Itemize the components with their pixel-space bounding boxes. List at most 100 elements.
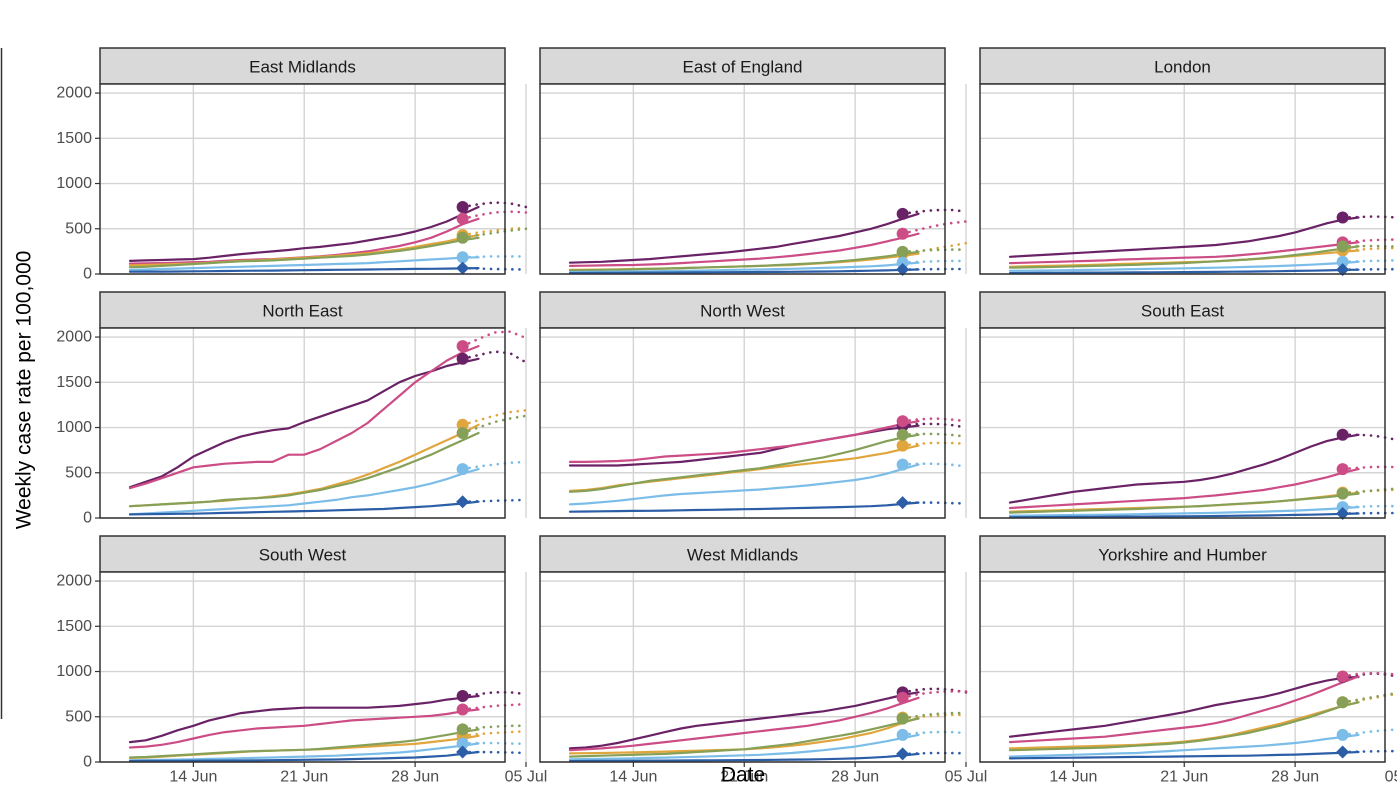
series-line-observed xyxy=(568,250,920,272)
series-line-observed xyxy=(128,236,480,269)
panel-frame xyxy=(539,83,946,275)
y-tick-label: 1500 xyxy=(56,374,92,391)
y-tick-label: 1500 xyxy=(56,618,92,635)
series-line-observed xyxy=(568,501,920,513)
panel-frame xyxy=(539,327,946,519)
facet-strip xyxy=(99,291,506,329)
series-marker-circle xyxy=(456,463,469,476)
series-marker-circle xyxy=(896,256,909,269)
series-line-observed xyxy=(128,750,480,763)
series-line-observed xyxy=(1008,750,1360,760)
series-marker-circle xyxy=(896,458,909,471)
y-tick-label: 2000 xyxy=(56,573,92,590)
series-marker-circle xyxy=(1336,211,1349,224)
series-marker-circle xyxy=(1336,696,1349,709)
series-marker-diamond xyxy=(896,262,910,276)
series-marker-circle xyxy=(896,415,909,428)
series-line-observed xyxy=(568,232,920,267)
series-marker-circle xyxy=(1336,487,1349,500)
x-tick-label: 14 Jun xyxy=(609,768,657,785)
facet-south-west: South West 0 500 1000 1500 2000 14 Jun 21 Jun 28… xyxy=(56,535,548,785)
panel-frame xyxy=(99,327,506,519)
series-line-observed xyxy=(1008,675,1360,744)
series-marker-circle xyxy=(896,712,909,725)
facet-london: London xyxy=(979,47,1397,277)
panel-frame xyxy=(539,571,946,763)
x-tick-label: 28 Jun xyxy=(391,768,439,785)
series-line-observed xyxy=(1008,506,1360,517)
y-tick-label: 1000 xyxy=(56,419,92,436)
facet-east-midlands: East Midlands 0 500 1000 1500 2000 xyxy=(56,47,528,283)
facet-strip-label: North East xyxy=(262,302,343,321)
facet-north-west: North West xyxy=(539,291,968,519)
series-marker-circle xyxy=(1336,728,1349,741)
series-marker-circle xyxy=(1336,240,1349,253)
series-line-observed xyxy=(1008,701,1360,752)
series-line-observed xyxy=(1008,245,1360,269)
series-line-observed xyxy=(568,696,920,752)
series-line-observed xyxy=(568,212,920,264)
series-marker-circle xyxy=(456,212,469,225)
y-tick-label: 500 xyxy=(65,464,92,481)
panel-background xyxy=(100,572,505,762)
facet-strip xyxy=(979,535,1386,573)
series-line-observed xyxy=(128,256,480,271)
series-marker-diamond xyxy=(456,495,470,509)
series-marker-circle xyxy=(456,689,469,702)
facet-west-midlands: West Midlands 14 Jun 21 Jun 28 Jun 05 Jul xyxy=(539,535,987,785)
x-tick-label: 28 Jun xyxy=(1271,768,1319,785)
y-tick-label: 2000 xyxy=(56,329,92,346)
y-tick-label: 0 xyxy=(83,510,92,527)
series-line-observed xyxy=(128,694,480,744)
x-tick-label: 21 Jun xyxy=(1160,768,1208,785)
facet-strip-label: London xyxy=(1154,58,1211,77)
series-line-observed xyxy=(568,691,920,750)
panel-frame xyxy=(979,327,1386,519)
series-line-projected xyxy=(1341,267,1397,272)
series-marker-diamond xyxy=(1336,263,1350,277)
facet-strip-label: South East xyxy=(1141,302,1224,321)
series-marker-circle xyxy=(456,352,469,365)
panel-frame xyxy=(979,571,1386,763)
x-axis-title: Date xyxy=(721,764,765,786)
facet-strip-label: West Midlands xyxy=(687,546,798,565)
x-tick-label: 14 Jun xyxy=(169,768,217,785)
facet-strip xyxy=(539,291,946,329)
panel-background xyxy=(980,572,1385,762)
facet-yorkshire-and-humber: Yorkshire and Humber 14 Jun 21 Jun 28 Jun 05… xyxy=(979,535,1397,785)
series-line-observed xyxy=(128,468,480,516)
y-tick-label: 500 xyxy=(65,220,92,237)
y-tick-label: 0 xyxy=(83,266,92,283)
series-line-observed xyxy=(1008,260,1360,272)
y-tick-label: 0 xyxy=(83,754,92,771)
panel-frame xyxy=(99,571,506,763)
series-line-observed xyxy=(128,205,480,262)
series-marker-circle xyxy=(456,737,469,750)
series-marker-diamond xyxy=(456,261,470,275)
series-line-observed xyxy=(568,733,920,761)
series-line-projected xyxy=(461,330,528,348)
series-marker-circle xyxy=(896,691,909,704)
y-tick-label: 500 xyxy=(65,708,92,725)
facet-strip-label: Yorkshire and Humber xyxy=(1098,546,1267,565)
series-marker-diamond xyxy=(456,745,470,759)
series-line-observed xyxy=(568,261,920,274)
series-marker-circle xyxy=(896,428,909,441)
series-marker-circle xyxy=(896,439,909,452)
series-marker-circle xyxy=(1336,428,1349,441)
series-line-projected xyxy=(1341,511,1397,515)
series-line-observed xyxy=(1008,512,1360,519)
series-line-observed xyxy=(128,431,480,508)
facets: East Midlands 0 500 1000 1500 2000 East of Eng… xyxy=(56,47,1397,785)
series-marker-diamond xyxy=(1336,745,1350,759)
series-marker-circle xyxy=(1336,463,1349,476)
series-marker-circle xyxy=(896,245,909,258)
series-line-observed xyxy=(1008,675,1360,738)
series-line-observed xyxy=(568,420,920,463)
x-tick-label: 05 Jul xyxy=(505,768,548,785)
series-marker-circle xyxy=(896,728,909,741)
panel-frame xyxy=(979,83,1386,275)
series-line-observed xyxy=(128,345,480,490)
series-marker-circle xyxy=(896,207,909,220)
